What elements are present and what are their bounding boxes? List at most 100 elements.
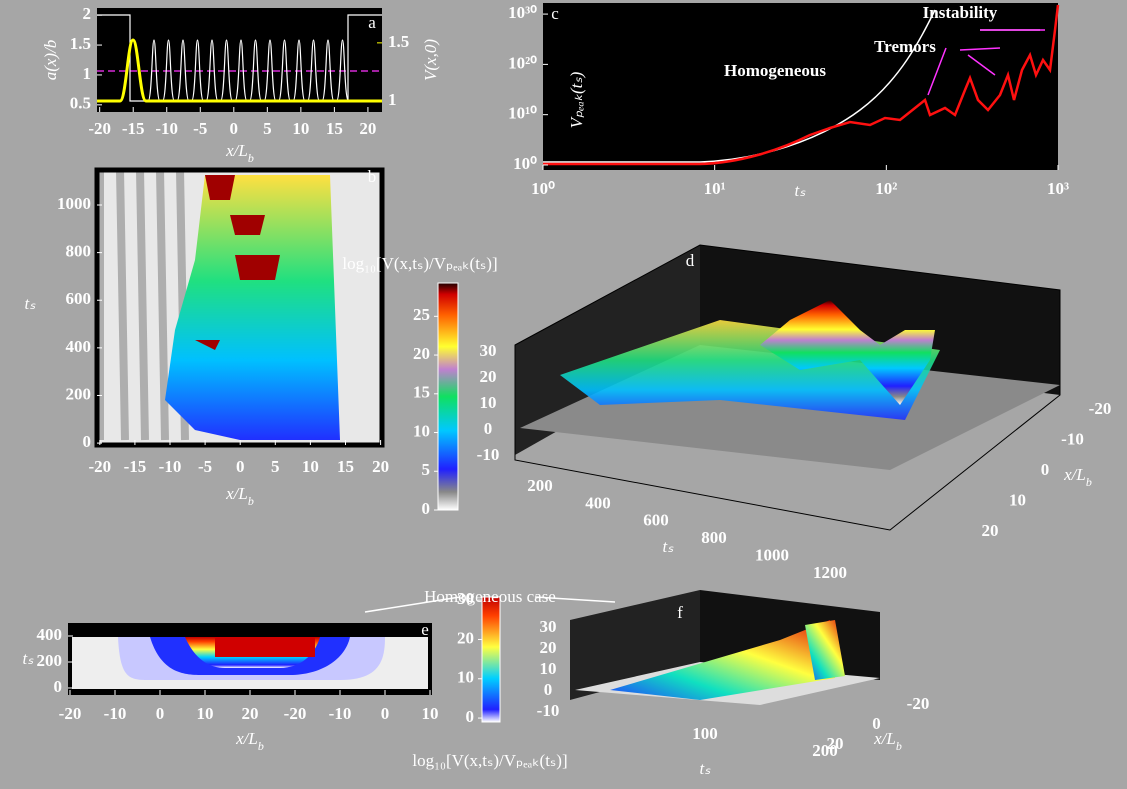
y-label: tₛ [22, 649, 34, 668]
surface [610, 620, 835, 700]
y-tick-label: 1 [388, 90, 397, 109]
z-tick-label: 30 [540, 617, 557, 636]
x-tick-label: 15 [337, 457, 354, 476]
z-tick-label: 20 [540, 638, 557, 657]
panel-letter: c [551, 4, 559, 23]
colorbar-tick-label: 25 [413, 305, 430, 324]
y-tick-label: 1.5 [388, 32, 409, 51]
field [215, 637, 315, 657]
colorbar-tick-label: 0 [422, 499, 431, 518]
axis-label: x/Lb [1063, 465, 1092, 489]
x-tick-label: -15 [122, 119, 145, 138]
t-tick-label: 200 [527, 476, 553, 495]
surface [805, 620, 845, 680]
x-tick-label: -10 [155, 119, 178, 138]
annotation: Tremors [874, 37, 936, 56]
colorbar-tick-label: 30 [457, 589, 474, 608]
t-tick-label: 400 [585, 493, 611, 512]
z-tick-label: -10 [537, 701, 560, 720]
t-tick-label: 1000 [755, 546, 789, 565]
x-tick-label: -20 [88, 119, 111, 138]
colorbar [481, 596, 501, 723]
x-tick-label: -20 [284, 704, 307, 723]
box [514, 244, 1061, 531]
t-label: tₛ [699, 759, 711, 778]
y-tick-label: 10⁰ [513, 154, 537, 173]
label-part: x/L [1063, 465, 1086, 484]
colorbar-tick-label: 20 [413, 344, 430, 363]
x-tick-label: 10 [1009, 490, 1026, 509]
colorbar-tick-label: 15 [413, 383, 430, 402]
x-tick-label: -5 [198, 457, 212, 476]
x-tick-label: -10 [1061, 429, 1084, 448]
y-label: Vₚₑₐₖ(tₛ) [567, 71, 586, 128]
t-tick-label: 100 [692, 724, 718, 743]
z-tick-label: 20 [480, 367, 497, 386]
y-tick-label: 0 [54, 677, 63, 696]
x-tick-label: 10¹ [704, 179, 726, 198]
shading [96, 169, 189, 441]
y-label: tₛ [24, 294, 36, 313]
x-tick-label: 5 [271, 457, 280, 476]
panel-letter: f [677, 603, 683, 622]
colorbar-tick-label: 20 [457, 628, 474, 647]
label-part: b [258, 739, 264, 753]
label-part: x/L [225, 484, 248, 503]
x-tick-label: -10 [329, 704, 352, 723]
v-curve [97, 38, 382, 103]
panel-letter: d [686, 251, 695, 270]
x-tick-label: 0 [381, 704, 390, 723]
t-tick-label: 600 [643, 511, 669, 530]
x-tick-label: 10 [197, 704, 214, 723]
x-tick-label: -20 [88, 457, 111, 476]
z-tick-label: 0 [544, 680, 553, 699]
x-tick-label: 5 [263, 119, 272, 138]
axis-label: x/Lb [235, 729, 264, 753]
y2-label: V(x,0) [421, 39, 440, 81]
y-tick-label: 1000 [57, 194, 91, 213]
hot-spots [195, 175, 280, 350]
panel-letter: b [368, 167, 377, 186]
field [165, 175, 340, 440]
y-tick-label: 10¹⁰ [508, 104, 537, 123]
label-part: x/L [873, 729, 896, 748]
x-tick-label: -20 [907, 694, 930, 713]
x-tick-label: -10 [159, 457, 182, 476]
colorbar-tick-label: 5 [422, 460, 431, 479]
arrows [927, 47, 1001, 96]
panel-letter: a [368, 13, 376, 32]
x-tick-label: 20 [372, 457, 389, 476]
axis-label: x/Lb [225, 141, 254, 165]
axis-label: x/Lb [225, 484, 254, 508]
x-tick-label: 0 [236, 457, 245, 476]
colorbar-label: log₁₀[V(x,tₛ)/Vₚₑₐₖ(tₛ)] [342, 254, 497, 273]
x-tick-label: -20 [59, 704, 82, 723]
colorbar-tick-label: 10 [457, 668, 474, 687]
z-tick-label: -10 [477, 445, 500, 464]
x-tick-label: 20 [359, 119, 376, 138]
x-tick-label: 20 [982, 521, 999, 540]
y-tick-label: 10²⁰ [508, 53, 537, 72]
y-tick-label: 1.5 [70, 34, 91, 53]
y-tick-label: 1 [83, 64, 92, 83]
x-tick-label: -15 [124, 457, 147, 476]
y-label: a(x)/b [41, 40, 60, 81]
x-tick-label: 10 [302, 457, 319, 476]
t-label: tₛ [662, 537, 674, 556]
t-tick-label: 1200 [813, 563, 847, 582]
panel-c-plot [543, 3, 1058, 170]
x-tick-label: 10⁰ [531, 179, 555, 198]
x-tick-label: -10 [104, 704, 127, 723]
label-part: b [896, 739, 902, 753]
x-label: tₛ [794, 181, 806, 200]
x-tick-label: 0 [872, 714, 881, 733]
panel-letter: e [421, 620, 429, 639]
x-tick-label: 0 [1041, 460, 1050, 479]
colorbar-tick-label: 10 [413, 421, 430, 440]
y-tick-label: 600 [66, 289, 92, 308]
label-part: b [248, 151, 254, 165]
z-tick-label: 30 [480, 341, 497, 360]
y-tick-label: 10³⁰ [508, 3, 537, 22]
x-tick-label: 10² [875, 179, 897, 198]
